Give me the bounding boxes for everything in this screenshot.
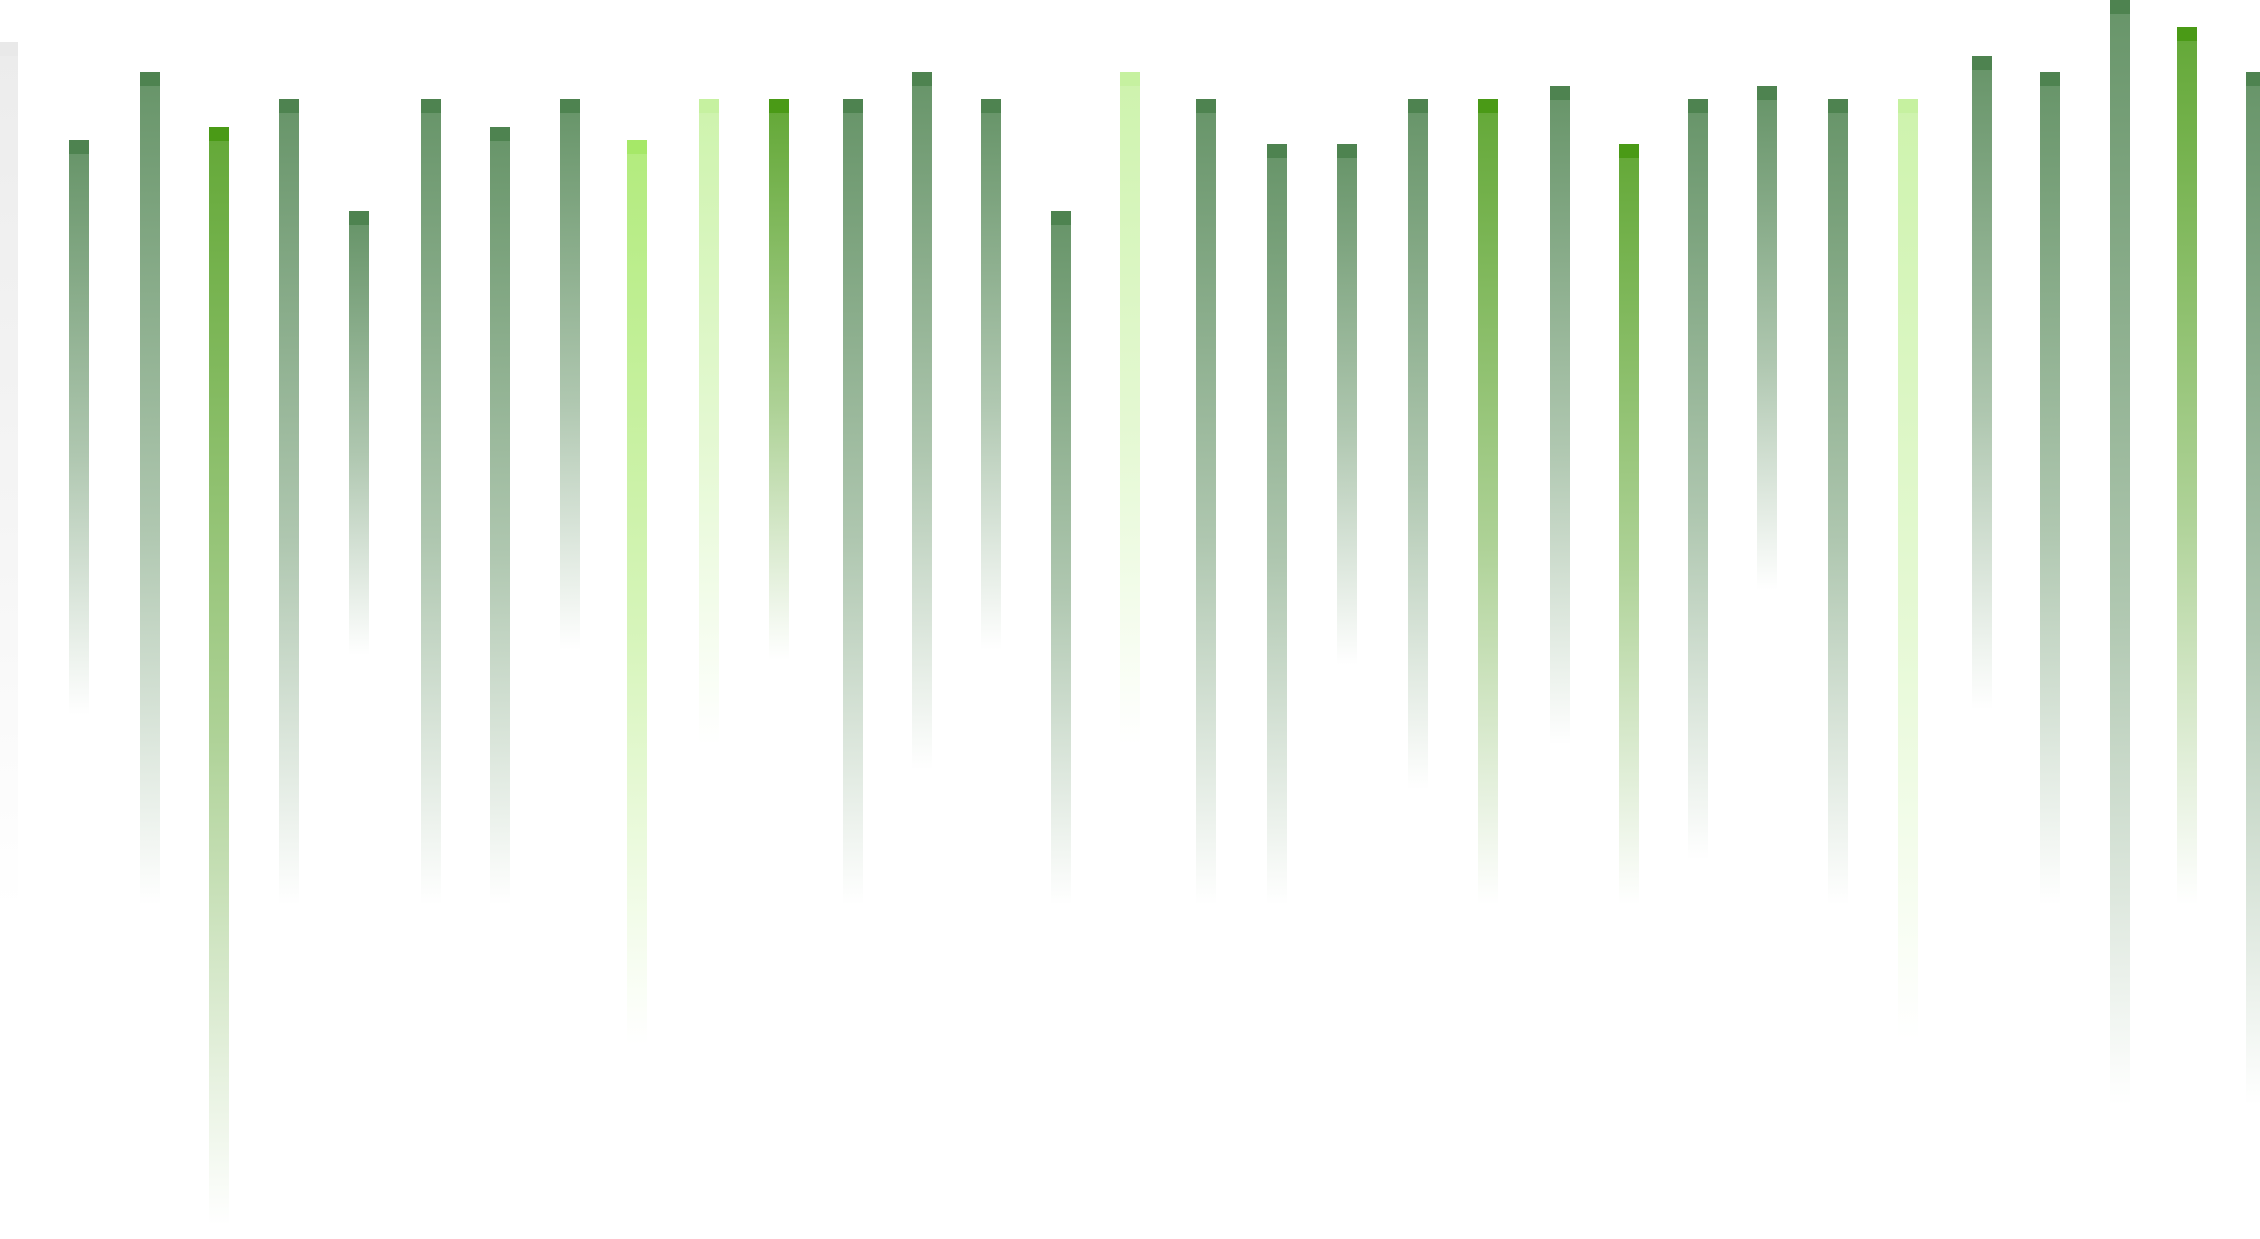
gradient-stripe <box>69 140 89 715</box>
gradient-stripe <box>2246 72 2260 1105</box>
gradient-stripe <box>1972 56 1992 710</box>
gradient-stripe <box>769 99 789 660</box>
gradient-stripe <box>981 99 1001 650</box>
gradient-stripe <box>209 127 229 1225</box>
gradient-stripe <box>421 99 441 905</box>
gradient-stripe <box>2040 72 2060 905</box>
gradient-stripe <box>349 211 369 655</box>
gradient-stripe <box>1550 86 1570 745</box>
gradient-stripe <box>1408 99 1428 790</box>
gradient-stripe <box>627 140 647 1045</box>
gradient-stripe <box>699 99 719 745</box>
gradient-stripe <box>2177 27 2197 905</box>
gradient-stripe <box>1898 99 1918 1040</box>
gradient-stripe <box>1120 72 1140 745</box>
gradient-stripe <box>1619 144 1639 905</box>
gradient-stripe <box>2110 0 2130 1105</box>
gradient-stripe <box>1828 99 1848 905</box>
gradient-stripe <box>1267 144 1287 905</box>
gradient-stripe <box>1337 144 1357 665</box>
gradient-stripe <box>279 99 299 905</box>
gradient-stripe <box>0 42 18 910</box>
gradient-stripe <box>1688 99 1708 860</box>
gradient-stripe <box>1478 99 1498 905</box>
gradient-stripe <box>490 127 510 905</box>
gradient-stripe <box>912 72 932 770</box>
gradient-stripe <box>1757 86 1777 590</box>
gradient-stripe <box>1051 211 1071 905</box>
gradient-stripe <box>560 99 580 650</box>
gradient-stripe <box>1196 99 1216 905</box>
gradient-stripe <box>843 99 863 905</box>
gradient-stripe <box>140 72 160 905</box>
